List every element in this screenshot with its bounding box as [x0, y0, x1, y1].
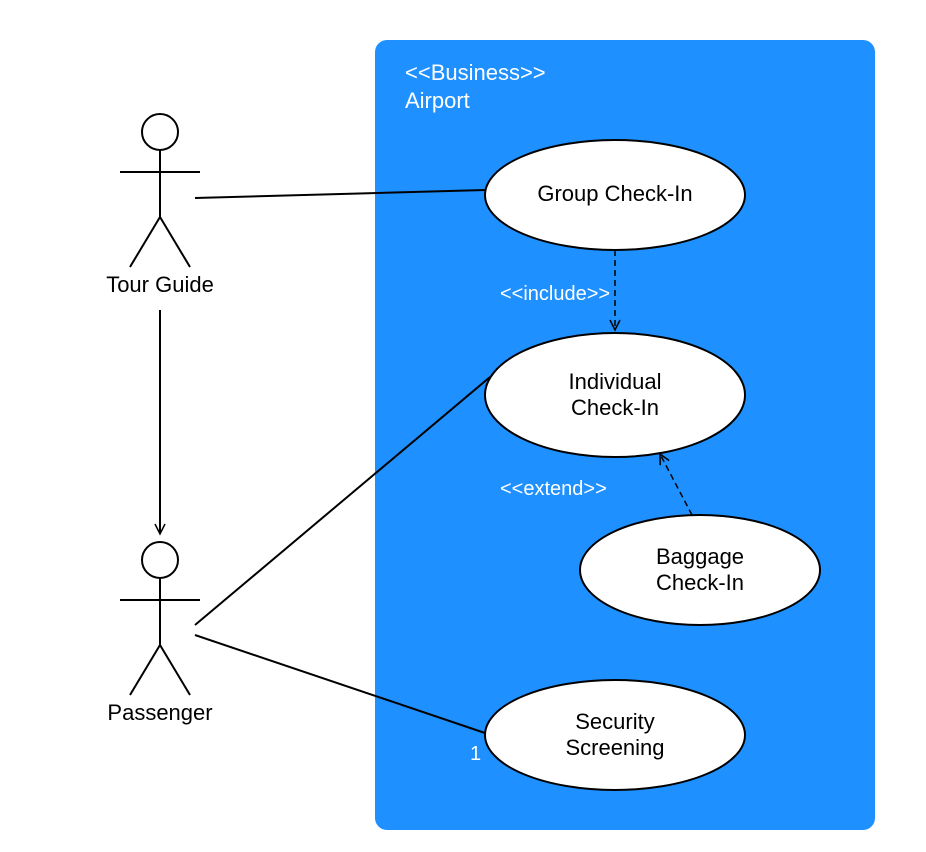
usecase-security-screening-label1: Security — [575, 709, 654, 734]
extend-label: <<extend>> — [500, 478, 607, 500]
actor-passenger-label: Passenger — [107, 700, 212, 725]
system-stereotype: <<Business>> — [405, 60, 546, 85]
actor-tour-guide — [120, 114, 200, 267]
usecase-individual-checkin-label1: Individual — [569, 369, 662, 394]
multiplicity-security: 1 — [470, 743, 481, 765]
usecase-group-checkin-label: Group Check-In — [537, 181, 692, 206]
usecase-baggage-checkin-label1: Baggage — [656, 544, 744, 569]
system-name: Airport — [405, 88, 470, 113]
actor-passenger — [120, 542, 200, 695]
actor-tour-guide-label: Tour Guide — [106, 272, 214, 297]
usecase-baggage-checkin-label2: Check-In — [656, 570, 744, 595]
usecase-security-screening-label2: Screening — [565, 735, 664, 760]
usecase-individual-checkin-label2: Check-In — [571, 395, 659, 420]
include-label: <<include>> — [500, 283, 610, 305]
